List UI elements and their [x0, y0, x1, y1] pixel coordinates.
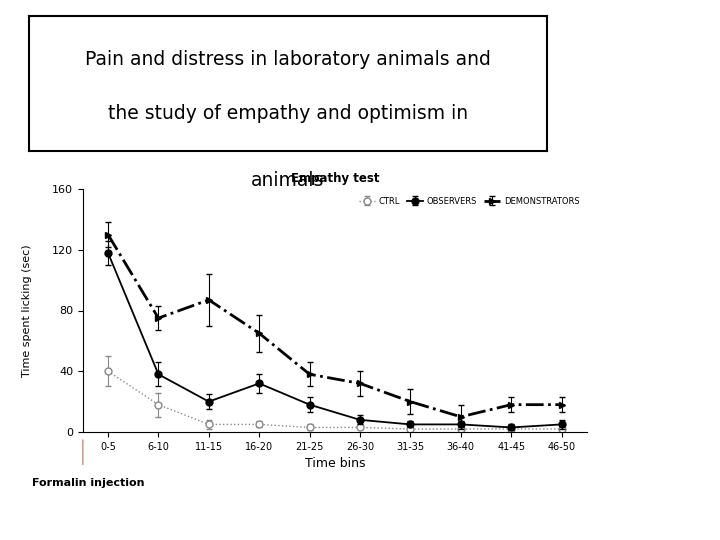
- Text: Formalin injection: Formalin injection: [32, 478, 145, 488]
- Y-axis label: Time spent licking (sec): Time spent licking (sec): [22, 244, 32, 377]
- X-axis label: Time bins: Time bins: [305, 457, 365, 470]
- Text: the study of empathy and optimism in: the study of empathy and optimism in: [108, 104, 468, 123]
- Legend: CTRL, OBSERVERS, DEMONSTRATORS: CTRL, OBSERVERS, DEMONSTRATORS: [355, 193, 582, 209]
- Title: Empathy test: Empathy test: [291, 172, 379, 185]
- Text: Pain and distress in laboratory animals and: Pain and distress in laboratory animals …: [85, 50, 491, 69]
- Text: animals: animals: [251, 171, 325, 191]
